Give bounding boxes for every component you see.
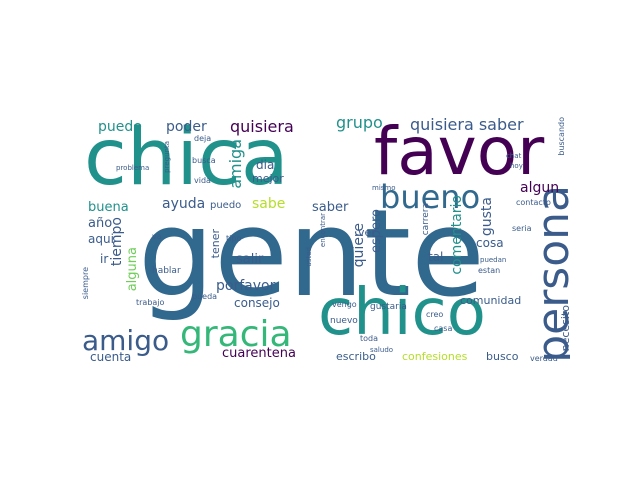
word-consejo: consejo (234, 296, 280, 310)
word-dia: dia (256, 158, 275, 172)
word-comunidad: comunidad (460, 294, 522, 307)
word-cuarentena: cuarentena (222, 346, 296, 361)
word-amiga: amiga (226, 139, 245, 189)
word-contacto: contacto (516, 198, 551, 207)
word-grupo: grupo (336, 117, 383, 132)
word-tal: tal (428, 250, 444, 264)
word-gracia: gracia (180, 314, 292, 355)
word-año: año (88, 216, 113, 231)
word-chat: chat (506, 152, 522, 160)
word-puedo: puedo (210, 200, 242, 211)
word-confesiones: confesiones (402, 350, 468, 363)
word-gustaria: gustaria (370, 302, 407, 312)
word-gusta: gusta (479, 197, 495, 237)
word-puede: puede (98, 119, 142, 135)
word-creo: creo (426, 310, 444, 319)
word-tener: tener (209, 229, 222, 259)
word-vengo: vengo (332, 300, 357, 309)
word-chico: chico (318, 276, 486, 350)
word-sabe: sabe (252, 196, 286, 212)
word-algun: algun (520, 180, 560, 196)
word-nuevo: nuevo (330, 316, 358, 326)
word-va: va (152, 232, 162, 241)
word-favor: favor (374, 117, 545, 190)
word-trabajo: trabajo (136, 298, 165, 307)
word-chica: chica (84, 117, 289, 203)
word-alguna: alguna (125, 247, 140, 292)
word-saber: saber (312, 200, 349, 215)
word-verdad: verdad (530, 354, 558, 363)
word-pregunta: pregunta (163, 141, 171, 173)
word-saludo: saludo (370, 346, 394, 354)
word-busca: busca (192, 156, 216, 165)
word-carrera: carrera (421, 203, 431, 236)
word-siempre: siempre (81, 267, 90, 300)
word-necesito: necesito (559, 305, 570, 352)
word-salir: salir (236, 252, 264, 267)
word-encontrar: encontrar (319, 213, 327, 248)
word-ayuda: ayuda (162, 196, 206, 212)
word-hoy: hoy (510, 162, 523, 170)
word-toda: toda (360, 334, 379, 343)
word-cosa: cosa (476, 236, 504, 250)
word-escribo: escribo (336, 350, 376, 363)
word-buscando: buscando (557, 117, 566, 156)
word-aqui: aqui (88, 232, 114, 246)
word-bueno: bueno (380, 178, 481, 216)
word-puedan: puedan (480, 256, 507, 264)
word-tipo: tipo (226, 234, 242, 243)
word-vida: vida (194, 176, 211, 185)
word-mismo: mismo (372, 184, 396, 192)
word-porfavor: porfavor (216, 278, 276, 294)
word-ir: ir (100, 252, 109, 266)
word-seria: seria (512, 224, 532, 233)
word-ver: ver (358, 226, 376, 239)
word-pueda: pueda (192, 292, 218, 301)
word-deja: deja (194, 134, 212, 143)
word-hablar: hablar (152, 266, 181, 276)
word-comentario: comentario (449, 195, 465, 275)
word-cuenta: cuenta (90, 350, 132, 364)
word-quisiera-saber: quisiera saber (410, 117, 524, 134)
word-problema: problema (116, 164, 150, 172)
word-usted: usted (305, 247, 313, 267)
word-amigo: amigo (82, 324, 170, 357)
word-gente: gente (138, 185, 485, 324)
word-cloud: gente chica favor chico persona gracia a… (80, 117, 570, 368)
word-buena: buena (88, 200, 129, 215)
word-casa: casa (434, 324, 453, 333)
word-estan: estan (478, 266, 501, 275)
word-quisiera: quisiera (230, 117, 294, 136)
word-mejor: mejor (252, 172, 284, 185)
word-poder: poder (166, 119, 207, 135)
word-busco: busco (486, 350, 519, 363)
